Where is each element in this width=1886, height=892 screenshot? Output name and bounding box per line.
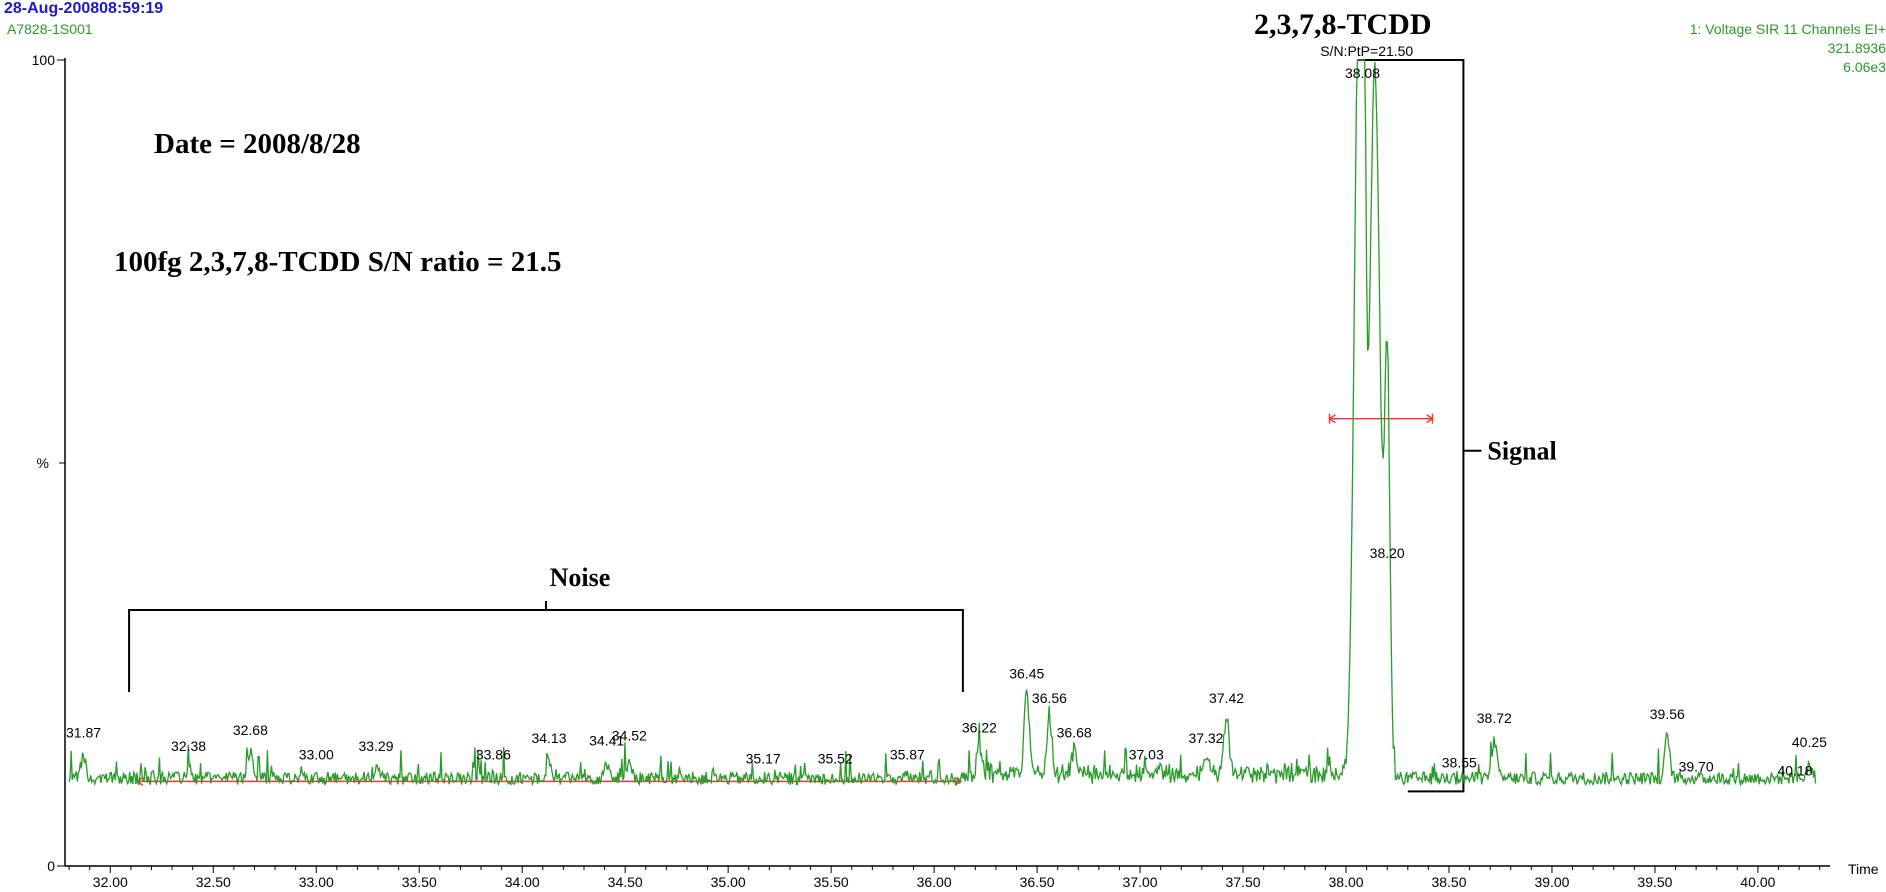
x-tick-label: 38.50 <box>1431 874 1466 890</box>
mass-value: 321.8936 <box>1827 40 1886 56</box>
peak-label: 38.20 <box>1370 545 1405 561</box>
x-tick-label: 39.00 <box>1534 874 1569 890</box>
x-tick-label: 34.00 <box>505 874 540 890</box>
x-tick-label: 35.50 <box>814 874 849 890</box>
date-annotation: Date = 2008/8/28 <box>154 128 361 160</box>
intensity-value: 6.06e3 <box>1843 59 1886 75</box>
x-tick-label: 36.00 <box>917 874 952 890</box>
chart-axes: 32.00 32.50 33.00 33.50 34.00 34.50 35.00 35.50… <box>57 58 1830 890</box>
trace-layer <box>68 59 1817 788</box>
y-axis-top-label: 100 <box>32 52 56 68</box>
peak-label: 35.52 <box>818 750 853 766</box>
peak-label: 34.41 <box>589 733 624 749</box>
x-tick-label: 38.00 <box>1328 874 1363 890</box>
peak-label: 36.22 <box>962 720 997 736</box>
peak-label: 40.25 <box>1792 734 1827 750</box>
peak-label: 34.52 <box>612 728 647 744</box>
sample-id: A7828-1S001 <box>7 21 93 37</box>
x-tick-label: 40.00 <box>1740 874 1775 890</box>
y-axis-bottom-label: 0 <box>47 858 55 874</box>
peak-label: 36.45 <box>1009 666 1044 682</box>
noise-range-left-arrow <box>135 776 144 786</box>
peak-width-right-arrow <box>1426 414 1434 424</box>
peak-label: 36.68 <box>1057 724 1092 740</box>
peak-label: 33.29 <box>358 738 393 754</box>
channel-info: 1: Voltage SIR 11 Channels EI+ <box>1689 21 1886 37</box>
peak-label: 32.38 <box>171 738 206 754</box>
x-tick-label: 34.50 <box>608 874 643 890</box>
x-tick-label: 33.00 <box>299 874 334 890</box>
peak-label: 33.86 <box>476 746 511 762</box>
peak-label: 35.17 <box>746 750 781 766</box>
peak-label: 39.70 <box>1679 758 1714 774</box>
peak-label: 37.42 <box>1209 690 1244 706</box>
x-tick-label: 37.00 <box>1123 874 1158 890</box>
acquisition-datetime: 28-Aug-200808:59:19 <box>4 0 164 17</box>
peak-width-left-arrow <box>1328 414 1336 424</box>
x-tick-label: 35.00 <box>711 874 746 890</box>
noise-bracket <box>128 609 964 692</box>
peak-label: 38.08 <box>1345 65 1380 81</box>
peak-label: 39.56 <box>1650 706 1685 722</box>
noise-label: Noise <box>550 563 611 592</box>
peak-label: 38.55 <box>1442 754 1477 770</box>
peak-label: 34.13 <box>531 730 566 746</box>
x-tick-label: 39.50 <box>1637 874 1672 890</box>
compound-title: 2,3,7,8-TCDD <box>1254 8 1432 41</box>
signal-bracket <box>1357 59 1465 793</box>
chromatogram-trace <box>68 59 1817 788</box>
peak-label: 35.87 <box>890 746 925 762</box>
annotation-brackets <box>128 59 1482 793</box>
peak-label: 40.18 <box>1777 762 1812 778</box>
peak-label: 37.03 <box>1129 746 1164 762</box>
x-tick-label: 32.50 <box>196 874 231 890</box>
x-tick-label: 33.50 <box>402 874 437 890</box>
sn-ratio-label: S/N:PtP=21.50 <box>1320 43 1413 59</box>
peak-label: 31.87 <box>66 724 101 740</box>
x-tick-label: 36.50 <box>1020 874 1055 890</box>
noise-range-right-arrow <box>954 776 963 786</box>
peak-label: 37.32 <box>1188 730 1223 746</box>
x-axis-unit-label: Time <box>1848 861 1879 877</box>
y-axis-unit-label: % <box>37 455 49 471</box>
peak-label: 32.68 <box>233 722 268 738</box>
x-tick-label: 37.50 <box>1226 874 1261 890</box>
peak-labels: 31.87 32.38 32.68 33.00 33.29 33.86 34.13 34.41… <box>66 65 1827 778</box>
signal-label: Signal <box>1487 437 1556 466</box>
peak-label: 33.00 <box>299 746 334 762</box>
x-tick-label: 32.00 <box>93 874 128 890</box>
peak-label: 38.72 <box>1477 710 1512 726</box>
peak-label: 36.56 <box>1032 690 1067 706</box>
ratio-annotation: 100fg 2,3,7,8-TCDD S/N ratio = 21.5 <box>114 246 562 278</box>
